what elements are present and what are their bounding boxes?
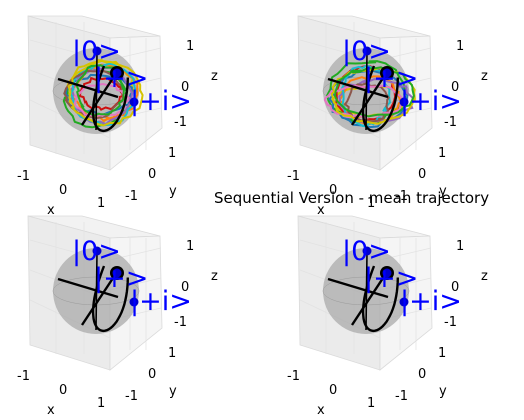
state-label: |0> — [72, 36, 121, 67]
y-tick-label: 0 — [148, 367, 156, 382]
z-axis-label: z — [211, 269, 218, 284]
state-marker — [399, 297, 409, 307]
x-axis-line — [327, 77, 389, 99]
x-axis-line — [57, 77, 119, 99]
z-tick-label: 0 — [181, 80, 189, 95]
y-axis-line — [80, 271, 119, 326]
y-axis-label: y — [439, 184, 447, 199]
state-label: |0> — [72, 236, 121, 267]
x-tick-label: 0 — [59, 183, 67, 198]
state-marker — [129, 97, 139, 107]
state-marker — [129, 297, 139, 307]
x-axis-label: x — [317, 403, 325, 418]
x-tick-label: 0 — [329, 183, 337, 198]
state-label: |+> — [364, 63, 418, 94]
y-tick-label: 1 — [438, 146, 446, 161]
x-tick-label: 1 — [97, 396, 105, 411]
state-marker — [112, 268, 122, 278]
state-label: |+> — [94, 263, 148, 294]
mean-trajectory — [361, 65, 399, 133]
state-marker — [382, 68, 392, 78]
state-label: |+i> — [130, 86, 192, 117]
sample-trajectory — [69, 62, 137, 127]
y-axis-label: y — [439, 384, 447, 399]
sample-trajectory — [67, 59, 144, 127]
state-label: |+i> — [400, 86, 462, 117]
y-tick-label: 1 — [168, 146, 176, 161]
z-tick-label: 0 — [451, 80, 459, 95]
subplot-grid: |0>|+>|+i>-101x-101y-101z|0>|+>|+i>-101x… — [17, 15, 488, 418]
y-tick-label: -1 — [125, 389, 138, 404]
y-tick-label: -1 — [395, 389, 408, 404]
x-tick-label: -1 — [287, 369, 300, 384]
z-axis-label: z — [481, 269, 488, 284]
z-tick-label: 1 — [456, 239, 464, 254]
z-tick-label: -1 — [174, 315, 187, 330]
state-label: |+i> — [130, 286, 192, 317]
state-marker — [399, 97, 409, 107]
y-tick-label: -1 — [395, 189, 408, 204]
z-tick-label: 0 — [181, 280, 189, 295]
z-tick-label: 1 — [456, 39, 464, 54]
y-tick-label: 1 — [438, 346, 446, 361]
z-tick-label: 1 — [186, 239, 194, 254]
x-axis-label: x — [47, 403, 55, 418]
x-tick-label: 0 — [329, 383, 337, 398]
state-marker — [362, 246, 372, 256]
x-tick-label: -1 — [287, 169, 300, 184]
x-tick-label: -1 — [17, 169, 30, 184]
z-tick-label: -1 — [174, 115, 187, 130]
y-tick-label: -1 — [125, 189, 138, 204]
z-axis-label: z — [211, 69, 218, 84]
sample-trajectory — [341, 64, 391, 128]
x-axis-line — [327, 277, 389, 299]
sample-trajectory — [323, 84, 407, 119]
x-tick-label: 1 — [97, 196, 105, 211]
state-marker — [92, 246, 102, 256]
state-marker — [362, 46, 372, 56]
state-label: |+> — [94, 63, 148, 94]
figure-title: Sequential Version - mean trajectory — [214, 189, 489, 207]
state-label: |0> — [342, 36, 391, 67]
mean-trajectory — [91, 65, 129, 133]
x-tick-label: 1 — [367, 396, 375, 411]
x-axis-line — [57, 277, 119, 299]
state-label: |+i> — [400, 286, 462, 317]
y-axis-line — [350, 271, 389, 326]
y-tick-label: 1 — [168, 346, 176, 361]
x-tick-label: -1 — [17, 369, 30, 384]
mean-trajectory — [361, 265, 399, 333]
z-tick-label: -1 — [444, 315, 457, 330]
state-marker — [92, 46, 102, 56]
y-tick-label: 0 — [418, 367, 426, 382]
state-label: |+> — [364, 263, 418, 294]
x-tick-label: 1 — [367, 196, 375, 211]
y-axis-label: y — [169, 184, 177, 199]
x-axis-label: x — [317, 203, 325, 218]
y-axis-line — [80, 71, 119, 126]
sample-trajectory — [334, 64, 397, 122]
z-tick-label: 0 — [451, 280, 459, 295]
z-tick-label: 1 — [186, 39, 194, 54]
x-tick-label: 0 — [59, 383, 67, 398]
mean-trajectory — [91, 265, 129, 333]
x-axis-label: x — [47, 203, 55, 218]
z-axis-label: z — [481, 69, 488, 84]
state-marker — [382, 268, 392, 278]
y-axis-line — [350, 71, 389, 126]
y-axis-label: y — [169, 384, 177, 399]
y-tick-label: 0 — [418, 167, 426, 182]
z-tick-label: -1 — [444, 115, 457, 130]
y-tick-label: 0 — [148, 167, 156, 182]
state-label: |0> — [342, 236, 391, 267]
state-marker — [112, 68, 122, 78]
